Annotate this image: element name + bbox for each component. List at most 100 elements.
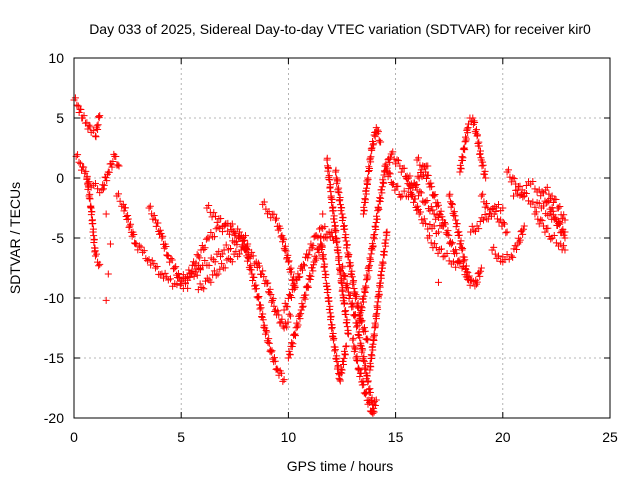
- data-point: [247, 262, 255, 270]
- data-point: [462, 135, 470, 143]
- data-point: [456, 168, 464, 176]
- data-point: [285, 257, 293, 265]
- data-point: [354, 322, 362, 330]
- data-point: [95, 113, 103, 121]
- data-point: [208, 213, 216, 221]
- data-point: [335, 253, 343, 261]
- data-point: [196, 280, 204, 288]
- data-point: [248, 248, 256, 256]
- data-point: [151, 264, 159, 272]
- series-arc-07: [184, 219, 252, 280]
- data-point: [522, 181, 530, 189]
- data-point: [174, 269, 182, 277]
- data-point: [506, 173, 514, 181]
- data-point: [505, 166, 513, 174]
- data-point: [343, 283, 351, 291]
- data-point: [270, 354, 278, 362]
- x-tick-label: 5: [177, 429, 185, 445]
- data-point: [96, 112, 104, 120]
- data-point: [167, 254, 175, 262]
- data-point: [161, 269, 169, 277]
- data-point: [452, 216, 460, 224]
- data-point: [280, 376, 288, 384]
- data-point: [268, 296, 276, 304]
- data-point: [473, 278, 481, 286]
- data-point: [256, 305, 264, 313]
- data-point: [474, 131, 482, 139]
- data-point: [297, 310, 305, 318]
- data-point: [288, 339, 296, 347]
- data-point: [423, 196, 431, 204]
- data-point: [382, 242, 390, 250]
- data-point: [269, 295, 277, 303]
- data-point: [495, 252, 503, 260]
- data-point: [342, 311, 350, 319]
- data-point: [433, 203, 441, 211]
- data-point: [74, 151, 82, 159]
- data-point: [374, 128, 382, 136]
- data-point: [348, 273, 356, 281]
- series-arc-13: [284, 233, 331, 362]
- data-point: [466, 281, 474, 289]
- series-arc-11: [259, 198, 299, 290]
- data-point: [352, 292, 360, 300]
- series-arc-01: [70, 94, 104, 141]
- data-point: [242, 244, 250, 252]
- data-point: [112, 153, 120, 161]
- data-point: [300, 262, 308, 270]
- data-point: [147, 261, 155, 269]
- data-point: [102, 210, 110, 218]
- data-point: [351, 312, 359, 320]
- data-point: [520, 189, 528, 197]
- data-point: [369, 340, 377, 348]
- data-point: [372, 321, 380, 329]
- data-point: [483, 200, 491, 208]
- data-point: [386, 158, 394, 166]
- data-point: [212, 271, 220, 279]
- data-point: [390, 155, 398, 163]
- data-point: [440, 218, 448, 226]
- data-point: [166, 275, 174, 283]
- data-point: [255, 262, 263, 270]
- axis-ticks: [73, 57, 611, 419]
- data-point: [479, 161, 487, 169]
- data-point: [121, 204, 129, 212]
- data-point: [382, 160, 390, 168]
- data-point: [469, 120, 477, 128]
- data-point: [416, 208, 424, 216]
- data-point: [361, 324, 369, 332]
- data-point: [252, 285, 260, 293]
- series-arc-12: [280, 223, 337, 314]
- data-point: [173, 281, 181, 289]
- data-point: [340, 354, 348, 362]
- data-point: [343, 280, 351, 288]
- series-arc-35: [542, 183, 569, 224]
- series-arc-32: [503, 166, 569, 236]
- data-point: [363, 180, 371, 188]
- data-point: [333, 177, 341, 185]
- data-point: [510, 192, 518, 200]
- series-arc-28: [456, 114, 490, 182]
- data-point: [350, 342, 358, 350]
- data-point: [332, 234, 340, 242]
- data-point: [368, 408, 376, 416]
- data-point: [457, 165, 465, 173]
- data-point: [375, 290, 383, 298]
- data-point: [102, 174, 110, 182]
- data-point: [91, 179, 99, 187]
- data-point: [427, 239, 435, 247]
- data-point: [419, 197, 427, 205]
- data-point: [126, 222, 134, 230]
- data-point: [268, 347, 276, 355]
- data-point: [366, 399, 374, 407]
- data-point: [455, 228, 463, 236]
- data-point: [193, 271, 201, 279]
- data-point: [467, 228, 475, 236]
- data-point: [282, 247, 290, 255]
- data-point: [115, 162, 123, 170]
- data-point: [160, 274, 168, 282]
- data-point: [207, 228, 215, 236]
- data-point: [503, 228, 511, 236]
- data-point: [507, 178, 515, 186]
- data-point: [479, 190, 487, 198]
